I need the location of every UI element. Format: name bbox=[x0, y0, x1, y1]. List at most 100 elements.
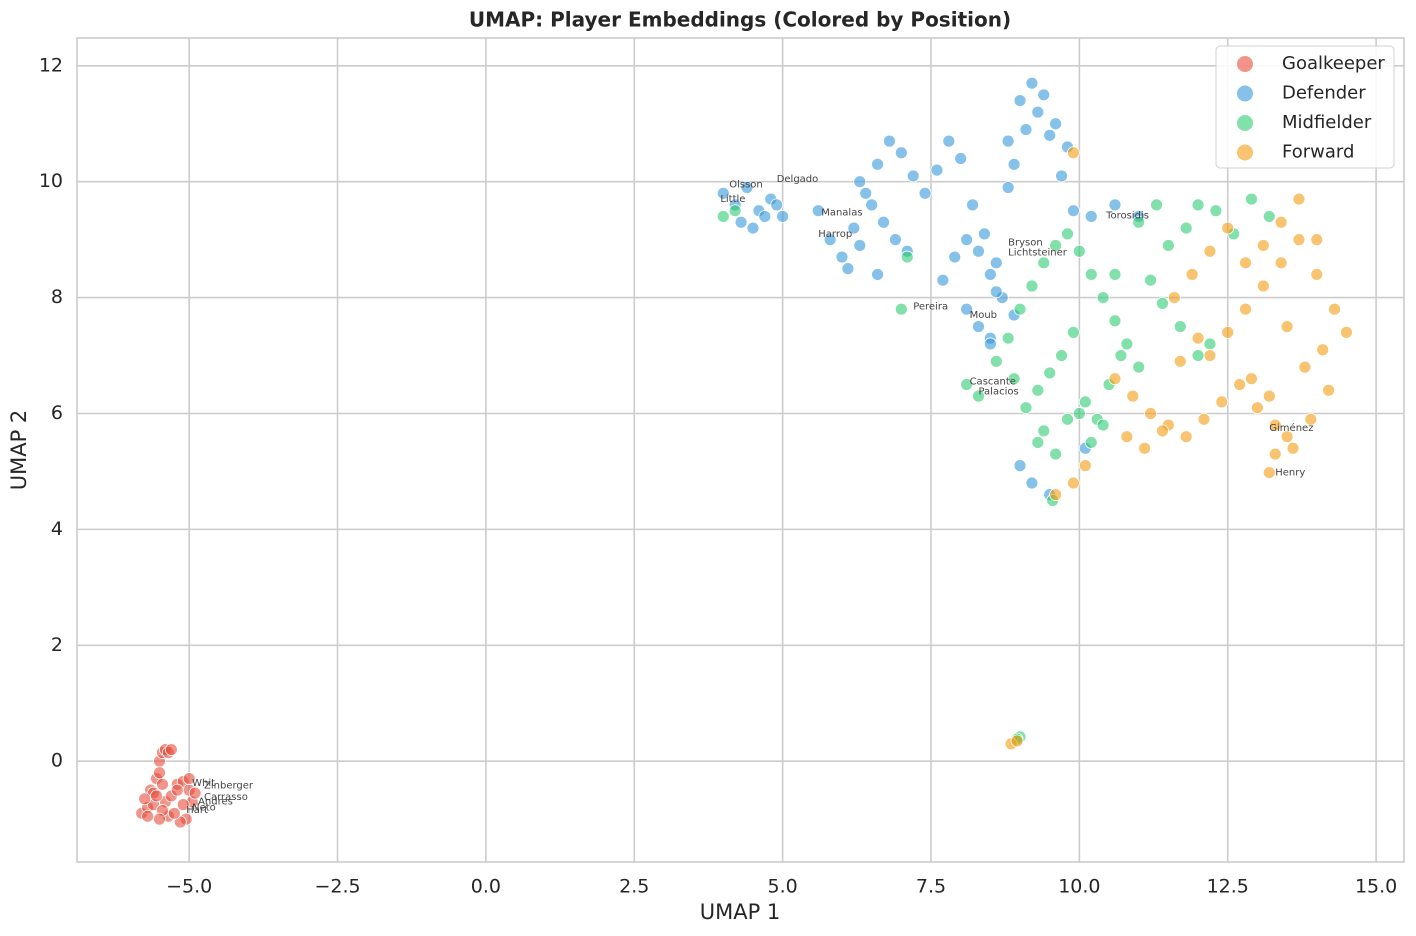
point bbox=[954, 152, 968, 165]
point bbox=[894, 146, 908, 160]
point bbox=[1167, 291, 1181, 305]
y-tick-label: 0 bbox=[51, 750, 63, 772]
point bbox=[841, 262, 855, 276]
annotation: Hart bbox=[186, 805, 208, 816]
point bbox=[1132, 360, 1146, 374]
y-tick-label: 10 bbox=[39, 170, 63, 192]
point bbox=[1322, 383, 1336, 397]
x-tick-label: −5.0 bbox=[166, 876, 212, 898]
x-tick-label: 12.5 bbox=[1207, 876, 1249, 898]
point bbox=[1049, 117, 1063, 131]
point bbox=[900, 250, 914, 264]
point bbox=[978, 227, 991, 241]
point bbox=[966, 198, 979, 212]
point bbox=[1013, 459, 1027, 473]
legend-label: Midfielder bbox=[1282, 112, 1372, 133]
point bbox=[1245, 192, 1258, 206]
point bbox=[1215, 395, 1229, 409]
point bbox=[1108, 198, 1122, 212]
point bbox=[1292, 192, 1306, 206]
point bbox=[1096, 291, 1110, 305]
point bbox=[1126, 389, 1140, 403]
legend-label: Forward bbox=[1282, 142, 1354, 163]
point bbox=[823, 233, 837, 247]
chart-title: UMAP: Player Embeddings (Colored by Posi… bbox=[469, 8, 1011, 32]
point bbox=[141, 809, 155, 823]
point bbox=[1150, 198, 1163, 212]
annotation: Little bbox=[720, 194, 745, 205]
point bbox=[1173, 320, 1187, 333]
point bbox=[167, 806, 181, 820]
legend-marker bbox=[1237, 115, 1253, 131]
point bbox=[894, 302, 908, 316]
annotation: Lichtsteiner bbox=[1008, 247, 1068, 258]
point bbox=[906, 169, 920, 183]
point bbox=[1203, 244, 1217, 258]
point bbox=[150, 789, 163, 803]
point bbox=[1156, 424, 1169, 438]
point bbox=[1262, 389, 1276, 403]
point bbox=[871, 157, 884, 171]
legend-label: Defender bbox=[1282, 83, 1366, 104]
point bbox=[1108, 372, 1122, 386]
point bbox=[1007, 157, 1021, 171]
annotation: Cascante bbox=[970, 377, 1016, 388]
point bbox=[1221, 221, 1235, 235]
point bbox=[716, 186, 730, 200]
point bbox=[1067, 146, 1080, 160]
annotation: Whit bbox=[192, 778, 215, 789]
point bbox=[942, 134, 956, 148]
annotation: Neto bbox=[192, 803, 216, 814]
point bbox=[972, 320, 985, 333]
point bbox=[1310, 268, 1324, 281]
y-tick-label: 12 bbox=[39, 54, 63, 76]
point bbox=[1043, 128, 1057, 142]
point bbox=[164, 743, 178, 756]
point bbox=[1037, 256, 1051, 270]
point bbox=[1156, 296, 1169, 310]
point bbox=[716, 210, 730, 223]
point bbox=[989, 256, 1003, 270]
point bbox=[1007, 372, 1021, 386]
point bbox=[758, 210, 772, 223]
point bbox=[182, 772, 196, 785]
point bbox=[936, 273, 950, 287]
point bbox=[989, 285, 1003, 299]
annotation: Harrop bbox=[818, 229, 852, 240]
point bbox=[740, 181, 754, 194]
point bbox=[1096, 418, 1110, 432]
point bbox=[930, 163, 944, 177]
point bbox=[960, 378, 974, 391]
point bbox=[1268, 418, 1282, 432]
point bbox=[888, 233, 902, 247]
point bbox=[1049, 447, 1063, 461]
legend-frame bbox=[1215, 45, 1395, 169]
point bbox=[1239, 256, 1252, 270]
point bbox=[1031, 436, 1045, 449]
point bbox=[989, 354, 1003, 368]
point bbox=[1262, 466, 1276, 479]
point bbox=[1019, 401, 1033, 415]
point bbox=[1025, 279, 1039, 293]
point bbox=[1304, 412, 1318, 426]
point bbox=[1067, 204, 1080, 218]
point bbox=[1037, 88, 1051, 102]
point bbox=[865, 198, 879, 212]
point bbox=[1061, 227, 1074, 241]
point bbox=[1072, 244, 1086, 258]
point bbox=[746, 221, 760, 235]
x-tick-label: 10.0 bbox=[1058, 876, 1100, 898]
point bbox=[1010, 734, 1024, 748]
point bbox=[853, 175, 867, 189]
point bbox=[1031, 383, 1045, 397]
point bbox=[1298, 360, 1312, 374]
point bbox=[1179, 221, 1193, 235]
point bbox=[1185, 268, 1199, 281]
point bbox=[1144, 407, 1157, 420]
y-tick-label: 2 bbox=[51, 634, 63, 656]
point bbox=[1233, 378, 1247, 391]
point bbox=[1013, 94, 1027, 107]
annotation: Bryson bbox=[1008, 238, 1043, 249]
legend: Goalkeeper Defender Midfielder Forward bbox=[1215, 45, 1395, 169]
point bbox=[1120, 337, 1134, 351]
